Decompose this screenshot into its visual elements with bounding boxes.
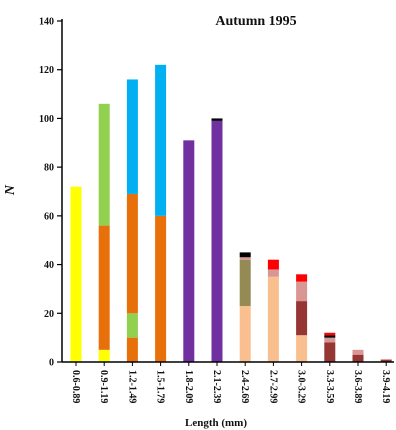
bar-segment-0.9-1.19-s0 — [98, 349, 110, 362]
x-tick-label-3.6-3.89: 3.6-3.89 — [352, 370, 363, 403]
y-tick-label-40: 40 — [44, 260, 54, 271]
chart-title: Autumn 1995 — [215, 14, 296, 29]
bar-segment-0.9-1.19-s1 — [98, 225, 110, 350]
x-tick-label-0.9-1.19: 0.9-1.19 — [98, 370, 109, 403]
bars-group — [70, 64, 392, 362]
bar-segment-0.9-1.19-s2 — [98, 103, 110, 226]
bar-segment-1.2-1.49-s2 — [126, 313, 138, 338]
x-axis-title: Length (mm) — [185, 417, 247, 429]
y-tick-label-0: 0 — [49, 358, 54, 369]
bar-segment-3.0-3.29-s6 — [296, 335, 308, 362]
bar-segment-1.5-1.79-s1 — [155, 215, 167, 362]
bar-segment-1.2-1.49-s1 — [126, 337, 138, 362]
bar-segment-2.4-2.69-s9 — [239, 257, 251, 260]
x-axis: 0.6-0.89 0.9-1.19 1.2-1.49 1.5-1.79 1.8-2.09… — [62, 361, 394, 403]
bar-segment-3.0-3.29-s11 — [296, 274, 308, 282]
bar-segment-2.4-2.69-s6 — [239, 305, 251, 362]
x-tick-label-2.7-2.99: 2.7-2.99 — [267, 370, 278, 403]
bar-segment-3.9-4.19-s8 — [380, 359, 392, 362]
bar-segment-2.4-2.69-s10 — [239, 252, 251, 258]
bar-segment-3.3-3.59-s8 — [324, 342, 336, 362]
bar-segment-3.3-3.59-s11 — [324, 332, 336, 336]
x-tick-label-1.2-1.49: 1.2-1.49 — [126, 370, 137, 403]
bar-segment-2.7-2.99-s11 — [267, 259, 279, 270]
y-tick-label-80: 80 — [44, 163, 54, 174]
x-tick-label-1.5-1.79: 1.5-1.79 — [155, 370, 166, 403]
bar-segment-1.8-2.09-s5 — [183, 140, 195, 362]
bar-segment-3.0-3.29-s8 — [296, 301, 308, 336]
y-axis: 0 20 40 60 80 100 120 140 — [39, 17, 63, 369]
x-tick-label-2.1-2.39: 2.1-2.39 — [211, 370, 222, 403]
x-tick-label-3.3-3.59: 3.3-3.59 — [324, 370, 335, 403]
bar-segment-1.2-1.49-s4 — [126, 79, 138, 194]
x-tick-label-1.8-2.09: 1.8-2.09 — [183, 370, 194, 403]
bar-segment-3.0-3.29-s9 — [296, 281, 308, 302]
y-tick-label-120: 120 — [39, 65, 54, 76]
bar-segment-2.7-2.99-s9 — [267, 269, 279, 277]
y-tick-label-20: 20 — [44, 309, 54, 320]
y-tick-label-140: 140 — [39, 17, 54, 28]
bar-segment-2.7-2.99-s6 — [267, 276, 279, 362]
x-tick-label-0.6-0.89: 0.6-0.89 — [70, 370, 81, 403]
bar-segment-1.5-1.79-s4 — [155, 64, 167, 216]
bar-segment-2.1-2.39-s5 — [211, 120, 223, 362]
bar-segment-3.3-3.59-s10 — [324, 335, 336, 338]
bar-segment-1.2-1.49-s3 — [126, 193, 138, 314]
bar-segment-0.6-0.89-s0 — [70, 186, 82, 362]
y-tick-label-60: 60 — [44, 211, 54, 222]
bar-segment-2.4-2.69-s7 — [239, 259, 251, 306]
bar-segment-3.6-3.89-s8 — [352, 354, 364, 362]
y-tick-label-100: 100 — [39, 114, 54, 125]
bar-segment-3.3-3.59-s9 — [324, 337, 336, 343]
bar-segment-3.6-3.89-s9 — [352, 349, 364, 355]
x-tick-label-2.4-2.69: 2.4-2.69 — [239, 370, 250, 403]
x-tick-label-3.0-3.29: 3.0-3.29 — [296, 370, 307, 403]
y-axis-title: N — [3, 184, 18, 196]
bar-segment-2.1-2.39-s10 — [211, 118, 223, 121]
x-tick-label-3.9-4.19: 3.9-4.19 — [380, 370, 391, 403]
